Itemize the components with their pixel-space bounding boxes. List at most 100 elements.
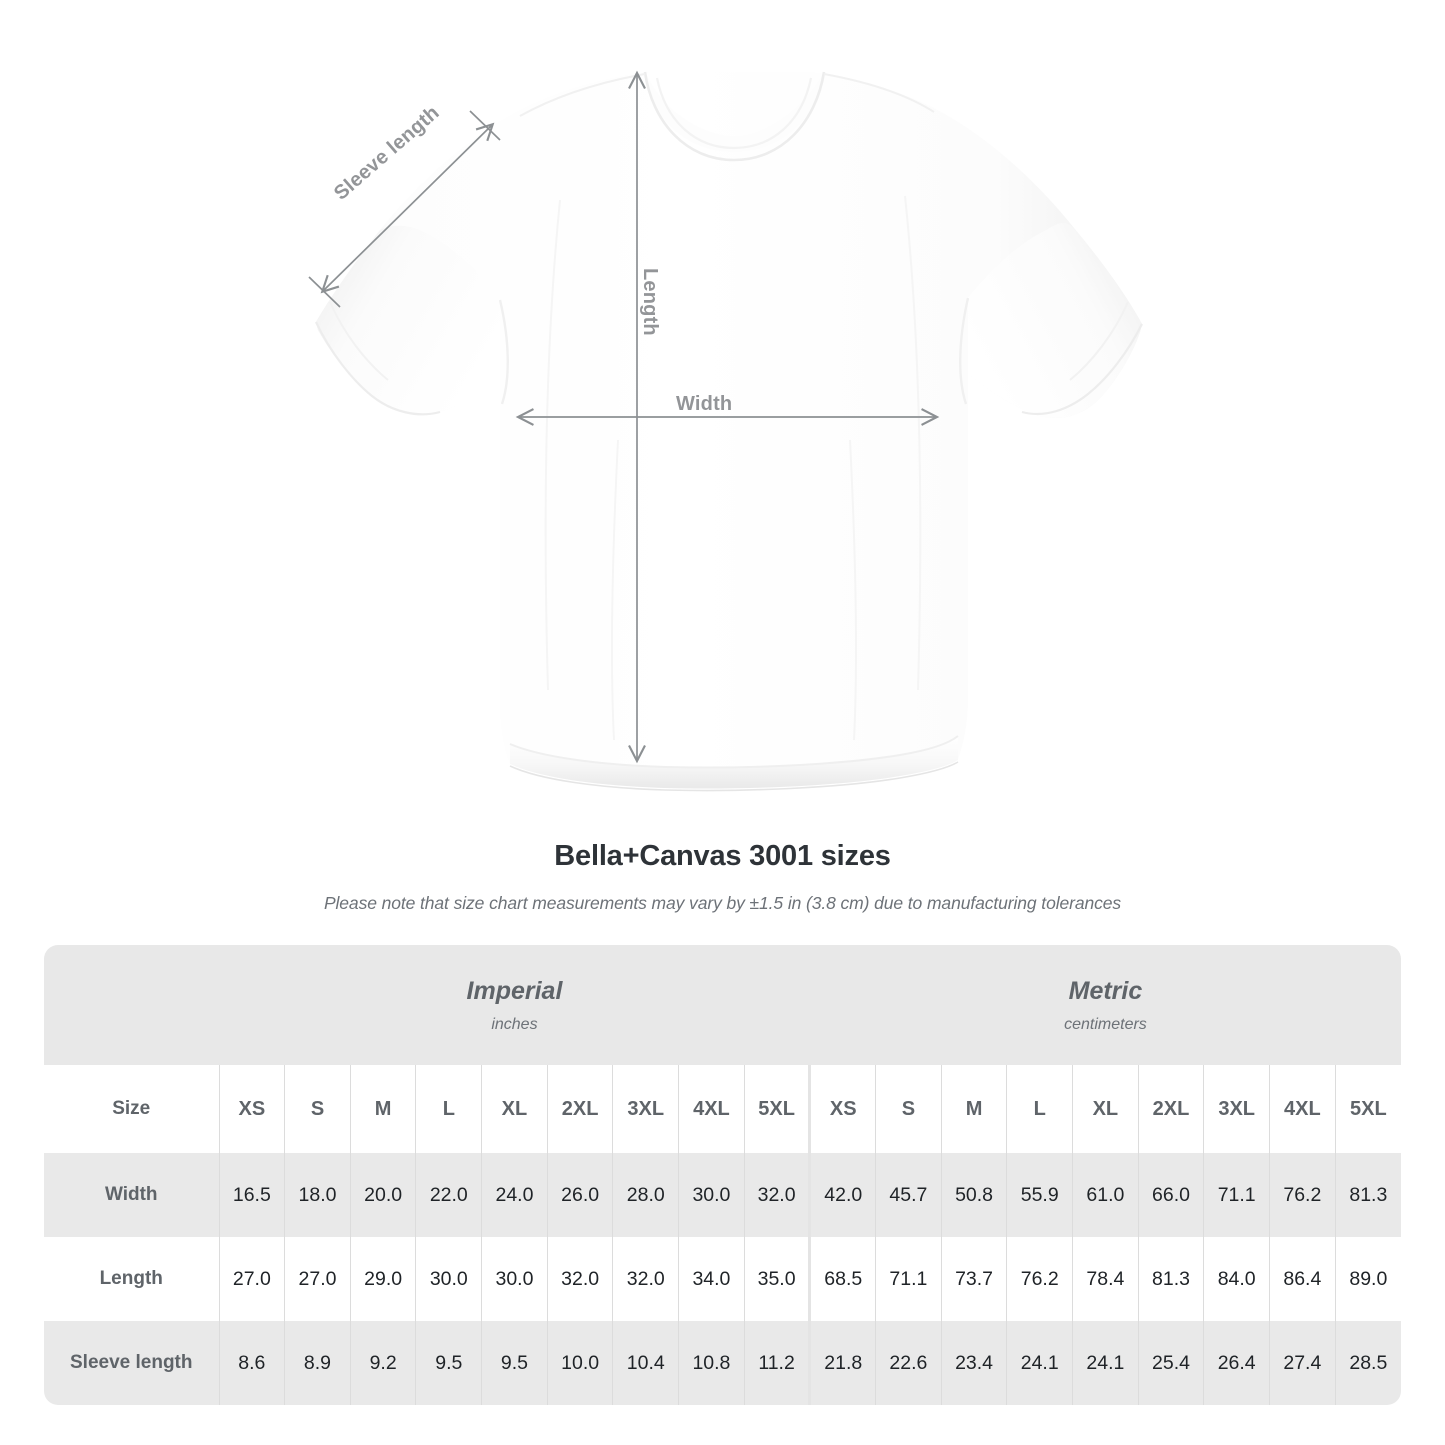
cell-width-met-3xl: 71.1 (1203, 1153, 1270, 1237)
title-block: Bella+Canvas 3001 sizes Please note that… (0, 840, 1445, 914)
cell-sleeve-imp-s: 8.9 (284, 1321, 351, 1405)
col-head-met-m: M (940, 1065, 1007, 1153)
tshirt-body-shape (316, 72, 1142, 789)
col-head-imp-m: M (349, 1065, 416, 1153)
col-head-imp-s: S (284, 1065, 351, 1153)
left-armhole-seam (498, 299, 509, 405)
cell-length-imp-s: 27.0 (284, 1237, 351, 1321)
right-sleeve-hem-inner (1069, 301, 1129, 381)
imperial-title: Imperial (466, 976, 563, 1005)
cell-sleeve-imp-5xl: 11.2 (743, 1321, 810, 1405)
col-head-imp-xs: XS (218, 1065, 285, 1153)
cell-sleeve-met-5xl: 28.5 (1334, 1321, 1401, 1405)
cell-length-imp-xs: 27.0 (218, 1237, 285, 1321)
cell-sleeve-met-l: 24.1 (1006, 1321, 1073, 1405)
cell-width-met-2xl: 66.0 (1137, 1153, 1204, 1237)
cell-width-imp-s: 18.0 (284, 1153, 351, 1237)
metric-subtitle: centimeters (1064, 1016, 1147, 1034)
cell-sleeve-imp-3xl: 10.4 (612, 1321, 679, 1405)
cell-length-met-s: 71.1 (875, 1237, 942, 1321)
left-sleeve-hem-inner (329, 301, 389, 381)
col-head-imp-3xl: 3XL (612, 1065, 679, 1153)
col-head-met-5xl: 5XL (1334, 1065, 1401, 1153)
cell-width-met-l: 55.9 (1006, 1153, 1073, 1237)
cell-sleeve-met-4xl: 27.4 (1269, 1321, 1336, 1405)
right-armhole-seam (959, 297, 970, 405)
cell-width-imp-5xl: 32.0 (743, 1153, 810, 1237)
cell-width-imp-l: 22.0 (415, 1153, 482, 1237)
cell-length-met-2xl: 81.3 (1137, 1237, 1204, 1321)
cell-width-met-xs: 42.0 (808, 1153, 876, 1237)
hem-top-line (509, 735, 959, 769)
cell-length-met-5xl: 89.0 (1334, 1237, 1401, 1321)
row-label-size: Size (44, 1065, 219, 1153)
unit-header-imperial: Imperial inches (219, 945, 810, 1065)
col-head-imp-xl: XL (481, 1065, 548, 1153)
cell-length-met-xl: 78.4 (1072, 1237, 1139, 1321)
tshirt-diagram-svg (308, 70, 1143, 792)
length-label: Length (639, 268, 661, 336)
tolerance-note: Please note that size chart measurements… (323, 893, 1122, 913)
row-label-length: Length (44, 1237, 219, 1321)
cell-sleeve-met-3xl: 26.4 (1203, 1321, 1270, 1405)
cell-sleeve-imp-4xl: 10.8 (678, 1321, 745, 1405)
col-head-met-2xl: 2XL (1137, 1065, 1204, 1153)
cell-width-imp-4xl: 30.0 (678, 1153, 745, 1237)
cell-width-met-4xl: 76.2 (1269, 1153, 1336, 1237)
cell-width-imp-xl: 24.0 (481, 1153, 548, 1237)
cell-sleeve-met-m: 23.4 (940, 1321, 1007, 1405)
right-shoulder-seam (823, 73, 935, 113)
right-sleeve (968, 222, 1142, 418)
cell-sleeve-imp-2xl: 10.0 (546, 1321, 613, 1405)
size-header-row: Size XS S M L XL 2XL 3XL 4XL 5XL XS S M … (44, 1065, 1401, 1153)
imperial-subtitle: inches (491, 1016, 538, 1034)
col-head-imp-l: L (415, 1065, 482, 1153)
cell-width-met-s: 45.7 (875, 1153, 942, 1237)
collar-inner-line (655, 77, 813, 150)
cell-width-imp-3xl: 28.0 (612, 1153, 679, 1237)
cell-length-met-l: 76.2 (1006, 1237, 1073, 1321)
cell-length-imp-3xl: 32.0 (612, 1237, 679, 1321)
unit-header-row: Imperial inches Metric centimeters (44, 945, 1401, 1065)
size-chart-container: Imperial inches Metric centimeters Size … (44, 945, 1401, 1405)
row-label-width: Width (44, 1153, 219, 1237)
col-head-met-l: L (1006, 1065, 1073, 1153)
page-title: Bella+Canvas 3001 sizes (554, 840, 891, 872)
cell-width-met-5xl: 81.3 (1334, 1153, 1401, 1237)
cell-sleeve-imp-xl: 9.5 (481, 1321, 548, 1405)
left-sleeve-hem (315, 321, 441, 416)
col-head-met-xs: XS (808, 1065, 876, 1153)
table-row-width: Width 16.5 18.0 20.0 22.0 24.0 26.0 28.0… (44, 1153, 1401, 1237)
cell-width-imp-2xl: 26.0 (546, 1153, 613, 1237)
hem-bottom-line (509, 761, 959, 792)
cell-sleeve-imp-l: 9.5 (415, 1321, 482, 1405)
sleeve-length-arrow (308, 110, 501, 308)
col-head-met-xl: XL (1072, 1065, 1139, 1153)
size-chart-table: Imperial inches Metric centimeters Size … (44, 945, 1401, 1405)
width-label: Width (676, 393, 733, 415)
col-head-imp-5xl: 5XL (743, 1065, 810, 1153)
cell-width-imp-m: 20.0 (349, 1153, 416, 1237)
cell-sleeve-met-xl: 24.1 (1072, 1321, 1139, 1405)
cell-length-met-m: 73.7 (940, 1237, 1007, 1321)
cell-length-imp-xl: 30.0 (481, 1237, 548, 1321)
col-head-imp-4xl: 4XL (678, 1065, 745, 1153)
col-head-met-4xl: 4XL (1269, 1065, 1336, 1153)
right-sleeve-hem (1021, 323, 1143, 416)
cell-width-imp-xs: 16.5 (218, 1153, 285, 1237)
unit-header-spacer (44, 945, 219, 1065)
cell-length-imp-5xl: 35.0 (743, 1237, 810, 1321)
cell-sleeve-met-s: 22.6 (875, 1321, 942, 1405)
cell-width-met-m: 50.8 (940, 1153, 1007, 1237)
collar-outer-line (643, 71, 826, 162)
cell-length-imp-m: 29.0 (349, 1237, 416, 1321)
cell-length-met-xs: 68.5 (808, 1237, 876, 1321)
cell-sleeve-imp-xs: 8.6 (218, 1321, 285, 1405)
tshirt-illustration-panel: Sleeve length Length Width (308, 70, 1143, 792)
table-row-length: Length 27.0 27.0 29.0 30.0 30.0 32.0 32.… (44, 1237, 1401, 1321)
col-head-met-s: S (875, 1065, 942, 1153)
bottom-hem (510, 736, 958, 789)
cell-length-imp-2xl: 32.0 (546, 1237, 613, 1321)
col-head-met-3xl: 3XL (1203, 1065, 1270, 1153)
row-label-sleeve-length: Sleeve length (44, 1321, 219, 1405)
